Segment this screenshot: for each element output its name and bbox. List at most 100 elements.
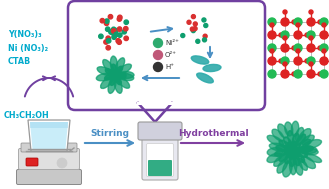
Circle shape xyxy=(106,27,110,31)
Ellipse shape xyxy=(105,69,114,75)
Ellipse shape xyxy=(284,149,292,154)
Circle shape xyxy=(270,23,274,27)
Ellipse shape xyxy=(285,146,292,150)
Circle shape xyxy=(112,29,116,33)
Circle shape xyxy=(292,46,296,50)
Circle shape xyxy=(296,49,300,53)
Ellipse shape xyxy=(267,148,283,156)
Circle shape xyxy=(116,39,120,43)
Polygon shape xyxy=(28,120,70,151)
Text: Hydrothermal: Hydrothermal xyxy=(178,129,248,138)
Ellipse shape xyxy=(105,74,114,80)
Circle shape xyxy=(202,18,206,22)
Circle shape xyxy=(294,57,302,65)
Circle shape xyxy=(191,29,195,33)
Ellipse shape xyxy=(269,143,286,151)
Ellipse shape xyxy=(197,73,213,83)
Ellipse shape xyxy=(118,73,134,81)
Ellipse shape xyxy=(300,146,313,152)
FancyBboxPatch shape xyxy=(68,1,265,110)
Circle shape xyxy=(281,70,289,78)
Ellipse shape xyxy=(284,137,292,148)
Ellipse shape xyxy=(111,56,117,72)
Circle shape xyxy=(309,62,313,66)
Circle shape xyxy=(104,21,109,26)
Ellipse shape xyxy=(295,127,304,141)
Circle shape xyxy=(318,20,322,24)
Ellipse shape xyxy=(293,150,300,157)
Ellipse shape xyxy=(294,148,302,152)
Text: O²⁺: O²⁺ xyxy=(165,52,177,58)
Ellipse shape xyxy=(298,158,308,170)
FancyBboxPatch shape xyxy=(142,134,178,180)
Circle shape xyxy=(110,30,115,35)
Circle shape xyxy=(196,39,200,43)
Circle shape xyxy=(109,30,113,34)
Text: H⁺: H⁺ xyxy=(165,64,174,70)
Circle shape xyxy=(281,18,289,26)
Circle shape xyxy=(307,44,315,52)
Polygon shape xyxy=(30,122,68,149)
FancyBboxPatch shape xyxy=(16,170,82,184)
Ellipse shape xyxy=(294,148,302,153)
Circle shape xyxy=(113,30,117,35)
Ellipse shape xyxy=(203,64,221,72)
Circle shape xyxy=(307,31,315,39)
Circle shape xyxy=(104,40,108,44)
Ellipse shape xyxy=(299,139,311,148)
Circle shape xyxy=(279,59,283,63)
Ellipse shape xyxy=(298,129,311,144)
Ellipse shape xyxy=(116,73,126,77)
Ellipse shape xyxy=(272,129,284,141)
Circle shape xyxy=(292,20,296,24)
Circle shape xyxy=(203,34,207,38)
Circle shape xyxy=(292,72,296,76)
Ellipse shape xyxy=(116,74,126,79)
Circle shape xyxy=(106,46,111,50)
Ellipse shape xyxy=(277,159,288,173)
Ellipse shape xyxy=(117,64,131,74)
Ellipse shape xyxy=(301,156,316,169)
FancyBboxPatch shape xyxy=(146,143,173,177)
Circle shape xyxy=(320,44,328,52)
Circle shape xyxy=(296,23,300,27)
Ellipse shape xyxy=(279,152,290,161)
Circle shape xyxy=(270,49,274,53)
Circle shape xyxy=(309,36,313,40)
Circle shape xyxy=(193,27,197,31)
Circle shape xyxy=(118,15,122,20)
Circle shape xyxy=(110,70,120,80)
Circle shape xyxy=(281,57,289,65)
Ellipse shape xyxy=(96,73,112,81)
Ellipse shape xyxy=(114,78,122,93)
Circle shape xyxy=(283,62,287,66)
Circle shape xyxy=(107,39,111,43)
Ellipse shape xyxy=(274,154,287,166)
Circle shape xyxy=(268,57,276,65)
Circle shape xyxy=(322,49,326,53)
Circle shape xyxy=(181,34,185,38)
Circle shape xyxy=(117,17,122,21)
Ellipse shape xyxy=(103,60,114,73)
Ellipse shape xyxy=(288,151,293,158)
Circle shape xyxy=(191,15,195,19)
Circle shape xyxy=(288,145,298,155)
Ellipse shape xyxy=(294,158,303,175)
Ellipse shape xyxy=(295,150,307,157)
Ellipse shape xyxy=(111,64,116,74)
Text: CTAB: CTAB xyxy=(8,57,31,66)
Ellipse shape xyxy=(110,76,116,85)
Circle shape xyxy=(124,26,128,31)
Circle shape xyxy=(203,38,207,42)
Circle shape xyxy=(122,29,126,34)
Circle shape xyxy=(281,44,289,52)
Circle shape xyxy=(307,70,315,78)
Circle shape xyxy=(193,22,197,26)
FancyBboxPatch shape xyxy=(138,122,182,140)
Circle shape xyxy=(154,63,163,71)
Circle shape xyxy=(294,44,302,52)
Ellipse shape xyxy=(291,121,299,136)
Ellipse shape xyxy=(279,140,291,149)
Circle shape xyxy=(320,57,328,65)
Circle shape xyxy=(190,27,194,31)
